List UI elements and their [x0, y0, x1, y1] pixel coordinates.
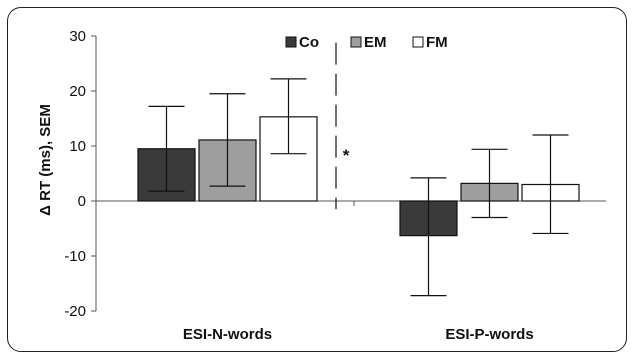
- annotation: *: [335, 42, 350, 210]
- y-tick-labels: -20 -10 0 10 20 30: [64, 28, 86, 320]
- legend-swatch-em: [350, 36, 362, 48]
- y-tick-label: 0: [78, 193, 86, 210]
- legend: Co EM FM: [285, 34, 448, 51]
- bar-chart: -20 -10 0 10 20 30 ESI-N-words ESI-P-words Co E…: [37, 28, 606, 343]
- legend-swatch-fm: [412, 36, 424, 48]
- y-tick-label: 20: [69, 83, 86, 100]
- bars: [137, 116, 580, 237]
- y-tick-label: 30: [69, 28, 86, 45]
- error-bars: [148, 78, 569, 297]
- legend-label-fm: FM: [426, 34, 448, 51]
- y-tick-label: 10: [69, 138, 86, 155]
- category-label: ESI-N-words: [183, 326, 272, 343]
- legend-label-em: EM: [364, 34, 387, 51]
- y-tick-label: -20: [64, 303, 86, 320]
- legend-label-co: Co: [299, 34, 319, 51]
- category-label: ESI-P-words: [445, 326, 533, 343]
- y-tick-label: -10: [64, 248, 86, 265]
- significance-star: *: [343, 146, 350, 165]
- category-labels: ESI-N-words ESI-P-words: [183, 326, 534, 343]
- legend-swatch-co: [285, 36, 297, 48]
- y-axis-label: Δ RT (ms), SEM: [37, 104, 54, 216]
